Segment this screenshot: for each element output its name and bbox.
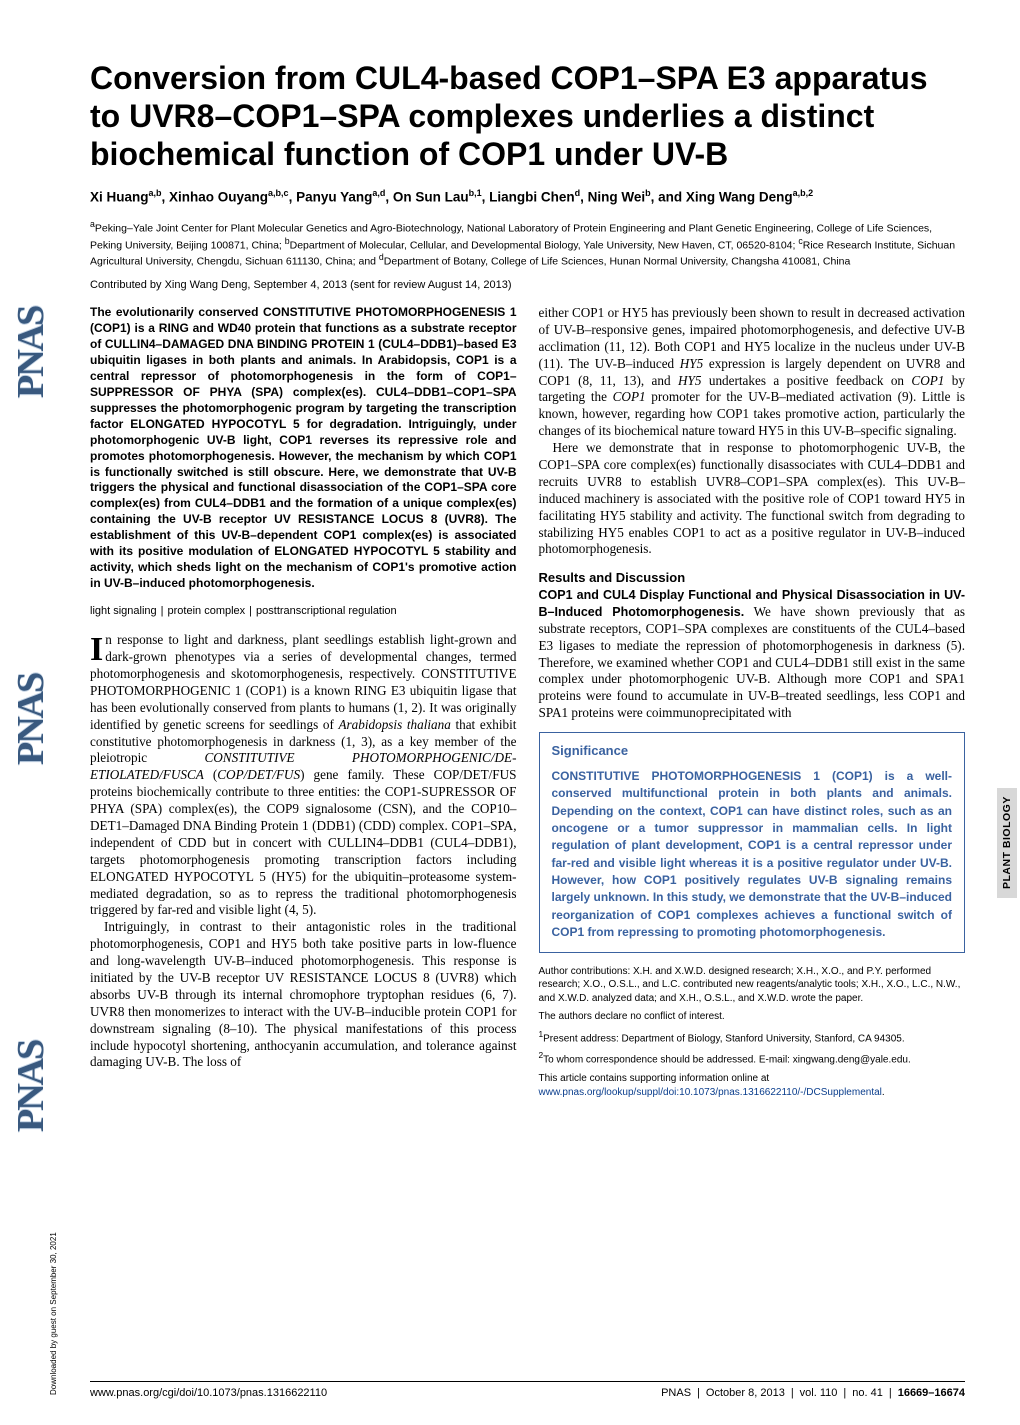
keyword-2: protein complex	[168, 605, 246, 617]
download-note: Downloaded by guest on September 30, 202…	[49, 1232, 58, 1395]
results-heading: Results and Discussion	[539, 570, 966, 587]
results-body-text: We have shown previously that as substra…	[539, 604, 966, 720]
footer-pages: 16669–16674	[898, 1387, 965, 1399]
author-list: Xi Huanga,b, Xinhao Ouyanga,b,c, Panyu Y…	[90, 187, 965, 207]
footnote-2-text: To whom correspondence should be address…	[543, 1055, 911, 1066]
footer-volume: vol. 110	[800, 1387, 838, 1399]
author-contributions: Author contributions: X.H. and X.W.D. de…	[539, 965, 966, 1006]
footnote-1-text: Present address: Department of Biology, …	[543, 1033, 904, 1044]
keyword-1: light signaling	[90, 605, 157, 617]
page-footer: www.pnas.org/cgi/doi/10.1073/pnas.131662…	[90, 1381, 965, 1399]
footer-journal: PNAS	[661, 1387, 691, 1399]
supp-prefix: This article contains supporting informa…	[539, 1073, 770, 1084]
keyword-3: posttranscriptional regulation	[256, 605, 397, 617]
footer-citation: PNAS|October 8, 2013|vol. 110|no. 41|166…	[661, 1387, 965, 1399]
abstract: The evolutionarily conserved CONSTITUTIV…	[90, 305, 517, 592]
intro-paragraph-1: In response to light and darkness, plant…	[90, 632, 517, 919]
pnas-logo-text-1: PNAS	[9, 348, 53, 398]
intro-paragraph-2: Intriguingly, in contrast to their antag…	[90, 919, 517, 1071]
col2-paragraph-2: Here we demonstrate that in response to …	[539, 440, 966, 558]
significance-body: CONSTITUTIVE PHOTOMORPHOGENESIS 1 (COP1)…	[552, 768, 953, 942]
contributed-line: Contributed by Xing Wang Deng, September…	[90, 279, 965, 291]
two-column-body: The evolutionarily conserved CONSTITUTIV…	[90, 305, 965, 1099]
results-paragraph: COP1 and CUL4 Display Functional and Phy…	[539, 587, 966, 722]
pnas-logo-text-3: PNAS	[9, 1082, 53, 1132]
article-title: Conversion from CUL4-based COP1–SPA E3 a…	[90, 60, 965, 173]
supporting-info-link[interactable]: www.pnas.org/lookup/suppl/doi:10.1073/pn…	[539, 1087, 882, 1098]
footnotes: Author contributions: X.H. and X.W.D. de…	[539, 965, 966, 1100]
section-tab: PLANT BIOLOGY	[997, 788, 1017, 898]
page-content: Conversion from CUL4-based COP1–SPA E3 a…	[90, 60, 965, 1099]
dropcap: I	[90, 632, 105, 664]
pnas-side-logo: PNAS PNAS PNAS	[6, 190, 56, 1290]
col2-paragraph-1: either COP1 or HY5 has previously been s…	[539, 305, 966, 440]
footer-issue: no. 41	[852, 1387, 883, 1399]
conflict-of-interest: The authors declare no conflict of inter…	[539, 1010, 966, 1024]
affiliations: aPeking–Yale Joint Center for Plant Mole…	[90, 219, 965, 269]
pnas-logo-text-2: PNAS	[9, 715, 53, 765]
significance-box: Significance CONSTITUTIVE PHOTOMORPHOGEN…	[539, 732, 966, 953]
footer-date: October 8, 2013	[706, 1387, 785, 1399]
footer-doi: www.pnas.org/cgi/doi/10.1073/pnas.131662…	[90, 1387, 327, 1399]
footnote-1: 1Present address: Department of Biology,…	[539, 1029, 966, 1046]
supp-suffix: .	[882, 1087, 885, 1098]
significance-heading: Significance	[552, 743, 953, 760]
footnote-2: 2To whom correspondence should be addres…	[539, 1050, 966, 1067]
supporting-info: This article contains supporting informa…	[539, 1072, 966, 1099]
keywords: light signaling|protein complex|posttran…	[90, 604, 517, 618]
